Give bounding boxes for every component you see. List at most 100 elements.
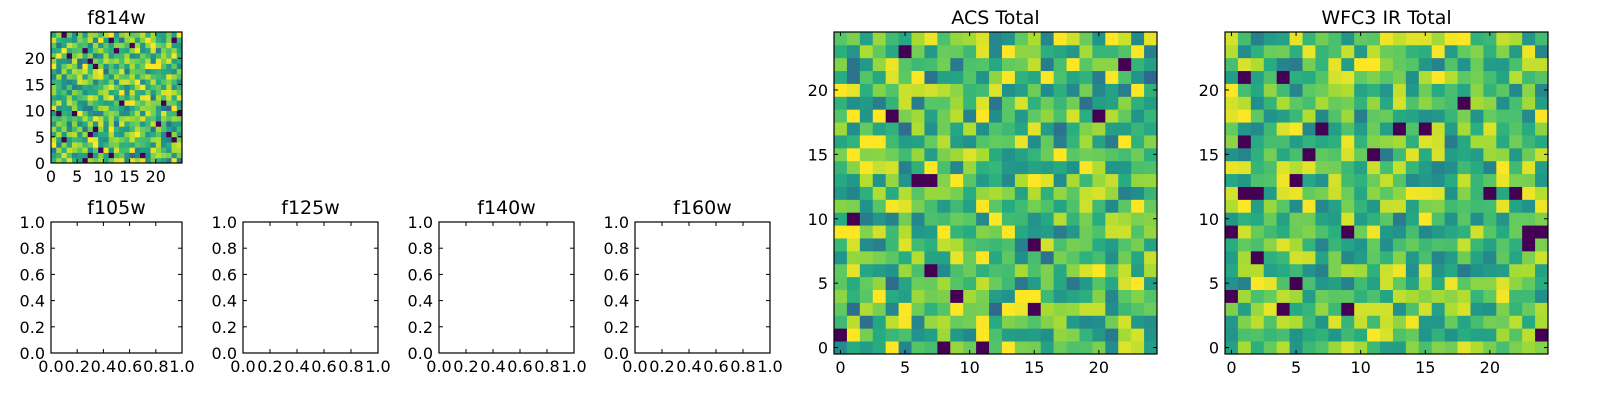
heatmap-cell	[846, 276, 861, 290]
heatmap-cell	[176, 100, 183, 106]
heatmap-cell	[989, 250, 1003, 265]
heatmap-cell	[976, 122, 990, 136]
heatmap-cell	[1066, 302, 1080, 316]
heatmap-cell	[56, 52, 62, 59]
heatmap-cell	[171, 126, 178, 132]
heatmap-cell	[1418, 122, 1433, 136]
heatmap-cell	[1066, 57, 1080, 72]
heatmap-cell	[66, 121, 73, 127]
heatmap-cell	[150, 157, 157, 164]
heatmap-cell	[1418, 276, 1433, 290]
heatmap-cell	[129, 110, 136, 117]
heatmap-cell	[1341, 122, 1355, 136]
heatmap-cell	[1053, 83, 1067, 97]
heatmap-cell	[950, 250, 964, 265]
heatmap-cell	[1405, 238, 1420, 252]
heatmap-cell	[1302, 289, 1316, 303]
heatmap-cell	[989, 32, 1003, 46]
heatmap-cell	[119, 73, 125, 80]
heatmap-cell	[1302, 70, 1316, 84]
heatmap-cell	[1276, 109, 1290, 123]
heatmap-cell	[1225, 83, 1239, 97]
heatmap-cell	[1263, 122, 1278, 136]
heatmap-cell	[61, 100, 68, 106]
heatmap-cell	[1470, 341, 1484, 355]
heatmap-cell	[51, 157, 57, 164]
heatmap-cell	[1328, 212, 1342, 226]
heatmap-cell	[77, 152, 83, 159]
heatmap-cell	[124, 100, 130, 106]
heatmap-cell	[119, 147, 125, 153]
heatmap-cell	[134, 47, 141, 54]
heatmap-cell	[161, 100, 167, 106]
x-tick-label: 0.6	[507, 357, 532, 376]
heatmap-cell	[92, 79, 99, 85]
heatmap-cell	[150, 52, 157, 59]
heatmap-cell	[61, 136, 68, 143]
heatmap-cell	[176, 68, 183, 75]
heatmap-cell	[129, 52, 136, 59]
heatmap-cell	[963, 315, 977, 329]
heatmap-cell	[898, 135, 912, 149]
heatmap-cell	[1237, 276, 1252, 290]
heatmap-cell	[113, 63, 120, 70]
heatmap-cell	[1315, 83, 1329, 97]
heatmap-cell	[155, 94, 162, 101]
heatmap-cell	[885, 315, 899, 329]
heatmap-cell	[1535, 289, 1549, 303]
heatmap-cell	[1470, 96, 1484, 110]
heatmap-cell	[911, 186, 925, 200]
heatmap-cell	[1418, 44, 1433, 59]
heatmap-cell	[1001, 83, 1016, 97]
heatmap-cell	[924, 109, 938, 123]
heatmap-cell	[1457, 276, 1471, 290]
heatmap-cell	[950, 135, 964, 149]
heatmap-cell	[71, 152, 78, 159]
heatmap-cell	[1027, 44, 1042, 59]
heatmap-cell	[846, 250, 861, 265]
heatmap-cell	[1289, 212, 1303, 226]
heatmap-cell	[1354, 173, 1368, 187]
heatmap-cell	[1354, 315, 1368, 329]
heatmap-cell	[924, 96, 938, 110]
heatmap-cell	[911, 250, 925, 265]
axes-frame	[634, 221, 771, 354]
heatmap-cell	[1289, 341, 1303, 355]
heatmap-cell	[71, 110, 78, 117]
heatmap-cell	[77, 79, 83, 85]
heatmap-cell	[1457, 315, 1471, 329]
heatmap-cell	[1014, 328, 1029, 342]
heatmap-cell	[1418, 328, 1433, 342]
heatmap-cell	[1131, 173, 1145, 187]
heatmap-cell	[1496, 70, 1510, 84]
heatmap-cell	[56, 63, 62, 70]
heatmap-cell	[1367, 263, 1381, 278]
heatmap-cell	[1105, 173, 1119, 187]
heatmap-cell	[1535, 186, 1549, 200]
heatmap-cell	[1315, 122, 1329, 136]
heatmap-cell	[129, 63, 136, 70]
heatmap-cell	[911, 315, 925, 329]
x-tick-label: 20	[146, 167, 166, 186]
heatmap-cell	[150, 115, 157, 122]
heatmap-cell	[140, 121, 146, 127]
heatmap-cell	[1040, 173, 1055, 187]
heatmap-cell	[108, 89, 115, 96]
heatmap-cell	[1066, 199, 1080, 213]
heatmap-cell	[1509, 96, 1523, 110]
heatmap-cell	[1496, 276, 1510, 290]
heatmap-cell	[145, 73, 151, 80]
heatmap-cell	[1014, 199, 1029, 213]
heatmap-cell	[155, 157, 162, 164]
heatmap-cell	[937, 147, 951, 162]
heatmap-cell	[1496, 328, 1510, 342]
heatmap-cell	[872, 122, 887, 136]
heatmap-cell	[989, 147, 1003, 162]
heatmap-cell	[834, 135, 848, 149]
heatmap-cell	[82, 126, 89, 132]
heatmap-cell	[1131, 44, 1145, 59]
heatmap-cell	[872, 302, 887, 316]
heatmap-cell	[1470, 199, 1484, 213]
y-tick-label: 0.0	[408, 344, 433, 363]
heatmap-cell	[1535, 109, 1549, 123]
